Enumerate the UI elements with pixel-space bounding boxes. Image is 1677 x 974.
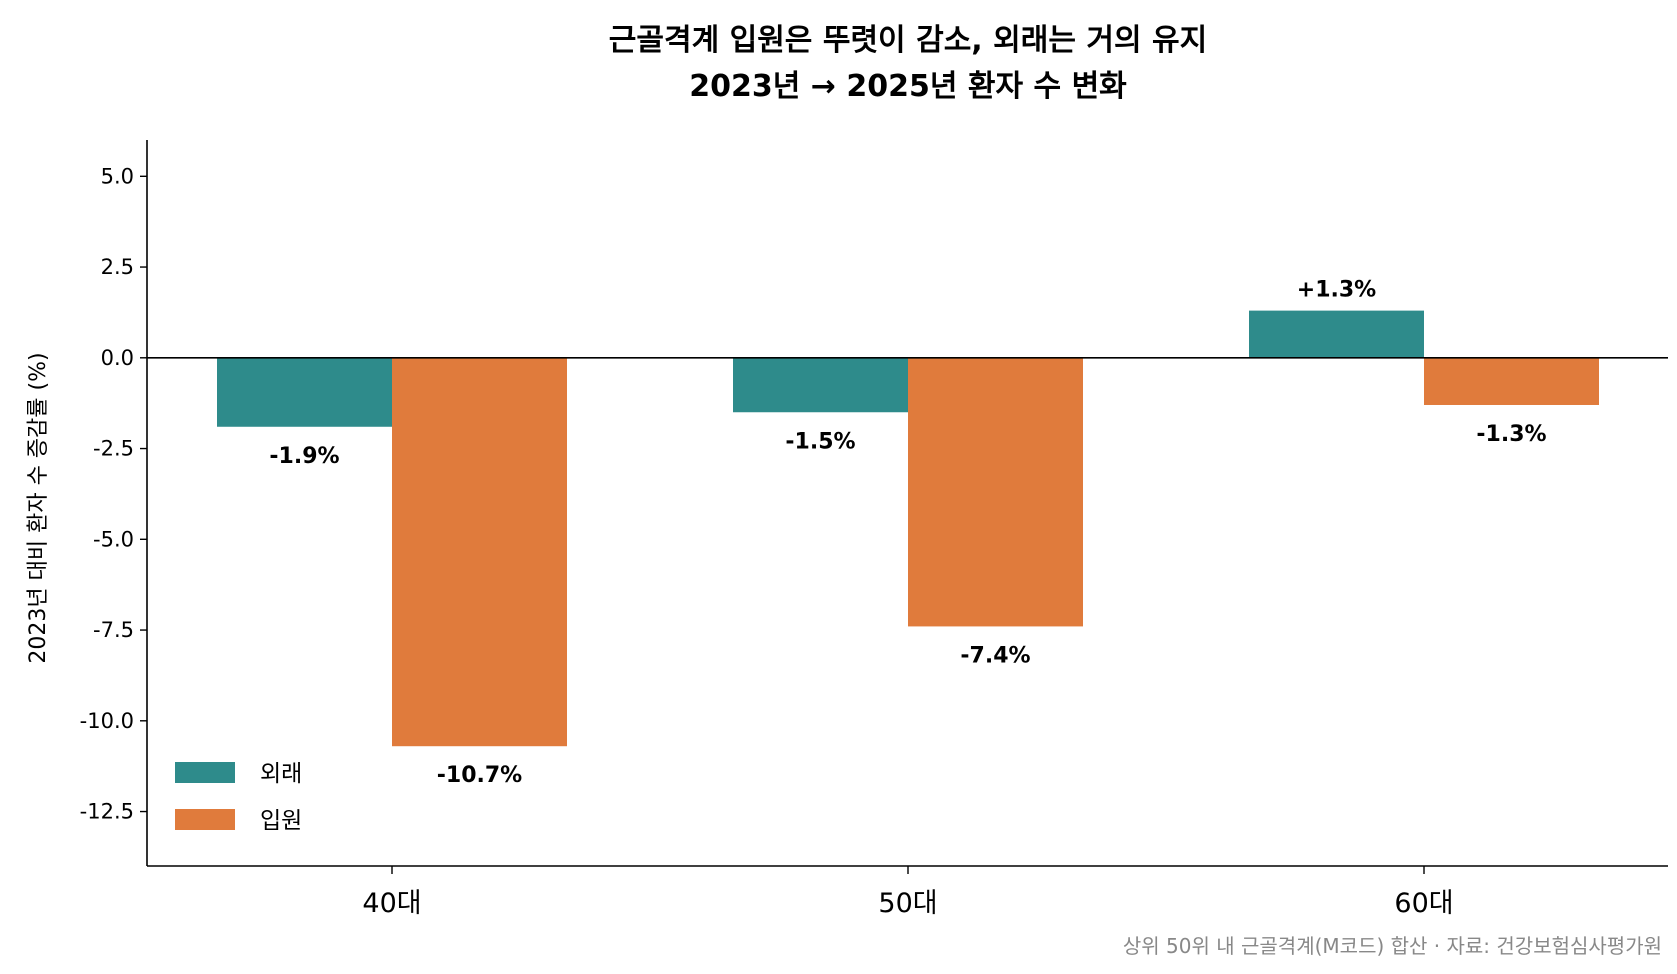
data-label: -1.9% xyxy=(269,444,339,469)
x-tick-label: 60대 xyxy=(1394,888,1453,919)
legend-label: 입원 xyxy=(260,808,302,834)
y-axis-title: 2023년 대비 환자 수 증감률 (%) xyxy=(26,352,51,663)
bar-outpatient xyxy=(217,357,392,427)
y-tick-label: 5.0 xyxy=(101,164,134,188)
plot-area: 5.0 2.5 0.0 -2.5 -5.0 -7.5 -10.0 -12.5 40대 -1.9% -… xyxy=(80,140,1668,919)
y-tick-label: 2.5 xyxy=(101,255,134,279)
chart-title-line1: 근골격계 입원은 뚜렷이 감소, 외래는 거의 유지 xyxy=(609,23,1207,58)
y-tick-label: -5.0 xyxy=(93,527,134,551)
bar-inpatient xyxy=(1424,357,1599,405)
bar-outpatient xyxy=(733,357,908,413)
data-label: +1.3% xyxy=(1297,278,1376,303)
footnote: 상위 50위 내 근골격계(M코드) 합산 · 자료: 건강보험심사평가원 xyxy=(1123,934,1662,958)
y-tick-label: -2.5 xyxy=(93,437,134,461)
y-tick-label: -12.5 xyxy=(80,800,134,824)
legend-swatch xyxy=(175,762,235,783)
legend-swatch xyxy=(175,809,235,830)
y-tick-label: -7.5 xyxy=(93,618,134,642)
x-tick-label: 40대 xyxy=(362,888,421,919)
x-tick-label: 50대 xyxy=(878,888,937,919)
data-label: -10.7% xyxy=(437,763,522,788)
y-tick-label: 0.0 xyxy=(101,346,134,370)
bar-outpatient xyxy=(1249,310,1424,358)
data-label: -1.3% xyxy=(1476,422,1546,447)
bar-inpatient xyxy=(392,357,567,747)
bar-inpatient xyxy=(908,357,1083,627)
y-tick-label: -10.0 xyxy=(80,709,134,733)
data-label: -7.4% xyxy=(960,643,1030,668)
legend-label: 외래 xyxy=(260,761,302,787)
data-label: -1.5% xyxy=(785,429,855,454)
chart-title-line2: 2023년 → 2025년 환자 수 변화 xyxy=(689,69,1127,104)
